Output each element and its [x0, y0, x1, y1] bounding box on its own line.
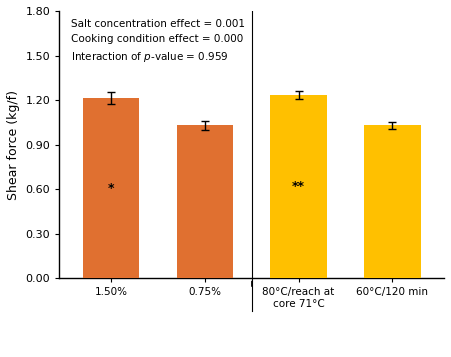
- Text: Salt concentration effect = 0.001
Cooking condition effect = 0.000
Interaction o: Salt concentration effect = 0.001 Cookin…: [71, 19, 245, 64]
- Text: **: **: [292, 180, 305, 193]
- Bar: [271, 95, 327, 278]
- Bar: [83, 98, 139, 278]
- Bar: [177, 125, 233, 278]
- Text: *: *: [108, 182, 114, 195]
- Bar: [364, 125, 421, 278]
- Y-axis label: Shear force (kg/f): Shear force (kg/f): [7, 90, 20, 200]
